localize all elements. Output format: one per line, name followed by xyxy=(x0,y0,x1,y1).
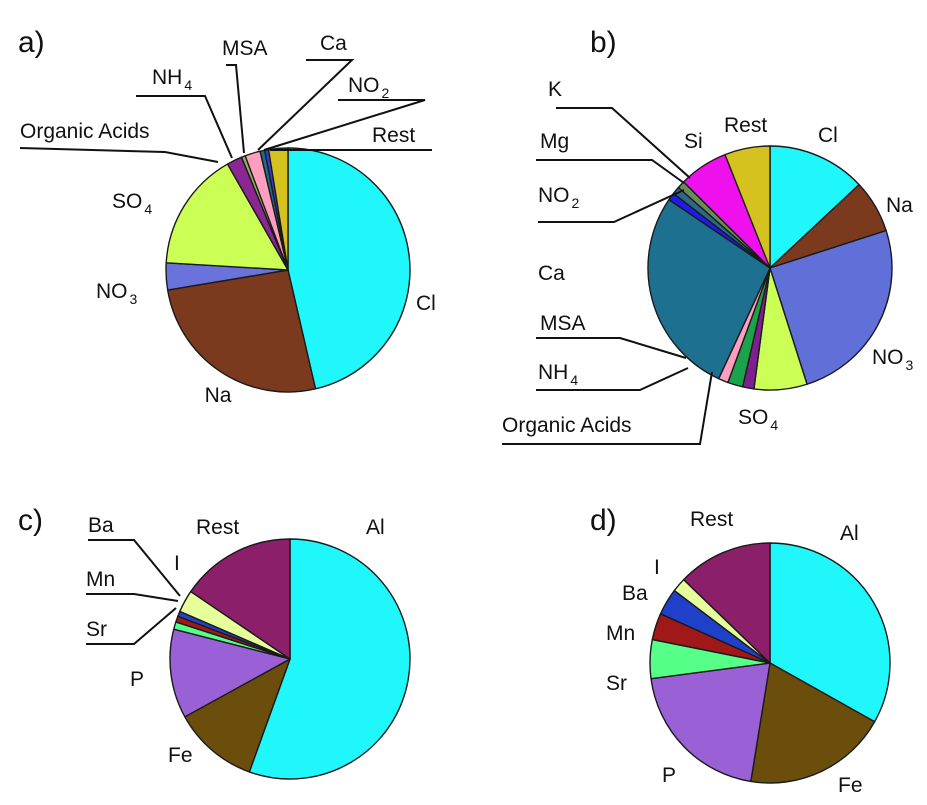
slice-label-msa: MSA xyxy=(540,312,586,335)
leader-line-nh4 xyxy=(136,95,233,159)
slice-label-subscript: 2 xyxy=(382,85,390,101)
slice-label-mn: Mn xyxy=(606,622,635,645)
slice-label-ba: Ba xyxy=(88,514,114,537)
leader-line-k xyxy=(556,107,691,179)
leader-line-organic-acids xyxy=(19,147,219,163)
pie-slice-rest xyxy=(682,542,771,664)
slice-label-cl: Cl xyxy=(818,124,838,147)
pie-chart-2: b) Cl Na NO 3 SO 4 Organic Acids NH 4 MSA Ca NO 2 Mg K S… xyxy=(502,26,914,445)
panel-label: b) xyxy=(590,26,617,59)
pie-slice-so4 xyxy=(165,163,289,271)
slice-label-p: P xyxy=(662,764,676,787)
pie-slice-p xyxy=(650,662,771,783)
slice-label-no3: NO 3 xyxy=(96,280,138,307)
pie-chart-4: d) Al Fe P Sr Mn Ba I Rest xyxy=(590,504,891,797)
slice-label-so4: SO 4 xyxy=(738,406,778,433)
pie-slice-ca xyxy=(647,198,771,380)
panel-label: d) xyxy=(590,504,617,537)
slice-label-nh4: NH 4 xyxy=(152,66,192,93)
slice-label-sr: Sr xyxy=(86,618,107,641)
pie-slice-cl xyxy=(287,147,411,390)
slice-label-rest: Rest xyxy=(196,516,239,539)
slice-label-no2: NO 2 xyxy=(348,74,390,101)
slice-label-cl: Cl xyxy=(416,292,436,315)
slice-label-na: Na xyxy=(205,384,232,407)
leader-line-no2 xyxy=(538,189,685,223)
leader-line-mn xyxy=(86,593,179,602)
slice-label-fe: Fe xyxy=(838,774,863,797)
slice-label-so4: SO 4 xyxy=(112,190,152,217)
slice-label-i: I xyxy=(174,552,180,575)
pie-chart-3: c) Al Fe P Sr Mn Ba I Rest xyxy=(18,504,411,780)
pie-slice-rest xyxy=(724,145,771,269)
slice-label-subscript: 4 xyxy=(144,201,152,217)
slice-label-al: Al xyxy=(366,516,385,539)
slice-label-rest: Rest xyxy=(724,114,767,137)
slice-label-subscript: 3 xyxy=(906,357,914,373)
slice-label-rest: Rest xyxy=(690,508,733,531)
leader-line-sr xyxy=(86,607,177,645)
leader-line-msa xyxy=(226,64,245,154)
pie-slice-al xyxy=(248,538,411,780)
slice-label-mg: Mg xyxy=(540,130,569,153)
slice-label-rest: Rest xyxy=(372,124,415,147)
pie-slice-cl xyxy=(769,145,860,269)
slice-label-al: Al xyxy=(840,522,859,545)
leader-line-organic-acids xyxy=(502,371,713,445)
pie-slice-fe xyxy=(750,662,876,784)
slice-label-fe: Fe xyxy=(168,744,193,767)
slice-label-si: Si xyxy=(684,130,703,153)
leader-line-ca xyxy=(257,59,355,151)
leader-line-mg xyxy=(536,159,685,184)
slice-label-sr: Sr xyxy=(606,672,627,695)
slice-label-nh4: NH 4 xyxy=(538,361,578,388)
slice-label-organic-acids: Organic Acids xyxy=(502,414,632,437)
slice-label-mn: Mn xyxy=(86,568,115,591)
slice-label-na: Na xyxy=(886,194,913,217)
pie-slice-no3 xyxy=(769,229,893,385)
panel-label: c) xyxy=(18,504,43,537)
leader-line-nh4 xyxy=(536,367,689,391)
slice-label-ba: Ba xyxy=(622,582,648,605)
slice-label-ca: Ca xyxy=(320,32,347,55)
leader-line-ba xyxy=(88,539,181,597)
slice-label-msa: MSA xyxy=(222,37,268,60)
pie-slice-p xyxy=(169,628,291,718)
slice-label-subscript: 4 xyxy=(570,372,578,388)
slice-label-subscript: 4 xyxy=(184,77,192,93)
slice-label-no3: NO 3 xyxy=(872,346,914,373)
slice-label-k: K xyxy=(548,78,562,101)
leader-line-no2 xyxy=(263,99,426,151)
pie-slice-rest xyxy=(190,538,291,660)
pie-slice-na xyxy=(166,269,317,393)
leader-line-msa xyxy=(536,337,687,359)
slice-label-no2: NO 2 xyxy=(538,184,580,211)
slice-label-subscript: 4 xyxy=(770,417,778,433)
slice-label-subscript: 2 xyxy=(572,195,580,211)
slice-label-i: I xyxy=(654,556,660,579)
pie-slice-fe xyxy=(184,658,291,773)
slice-label-p: P xyxy=(130,668,144,691)
slice-label-subscript: 3 xyxy=(130,291,138,307)
panel-label: a) xyxy=(18,26,45,59)
pie-slice-al xyxy=(769,542,891,723)
slice-label-ca: Ca xyxy=(538,262,565,285)
slice-label-organic-acids: Organic Acids xyxy=(20,120,150,143)
